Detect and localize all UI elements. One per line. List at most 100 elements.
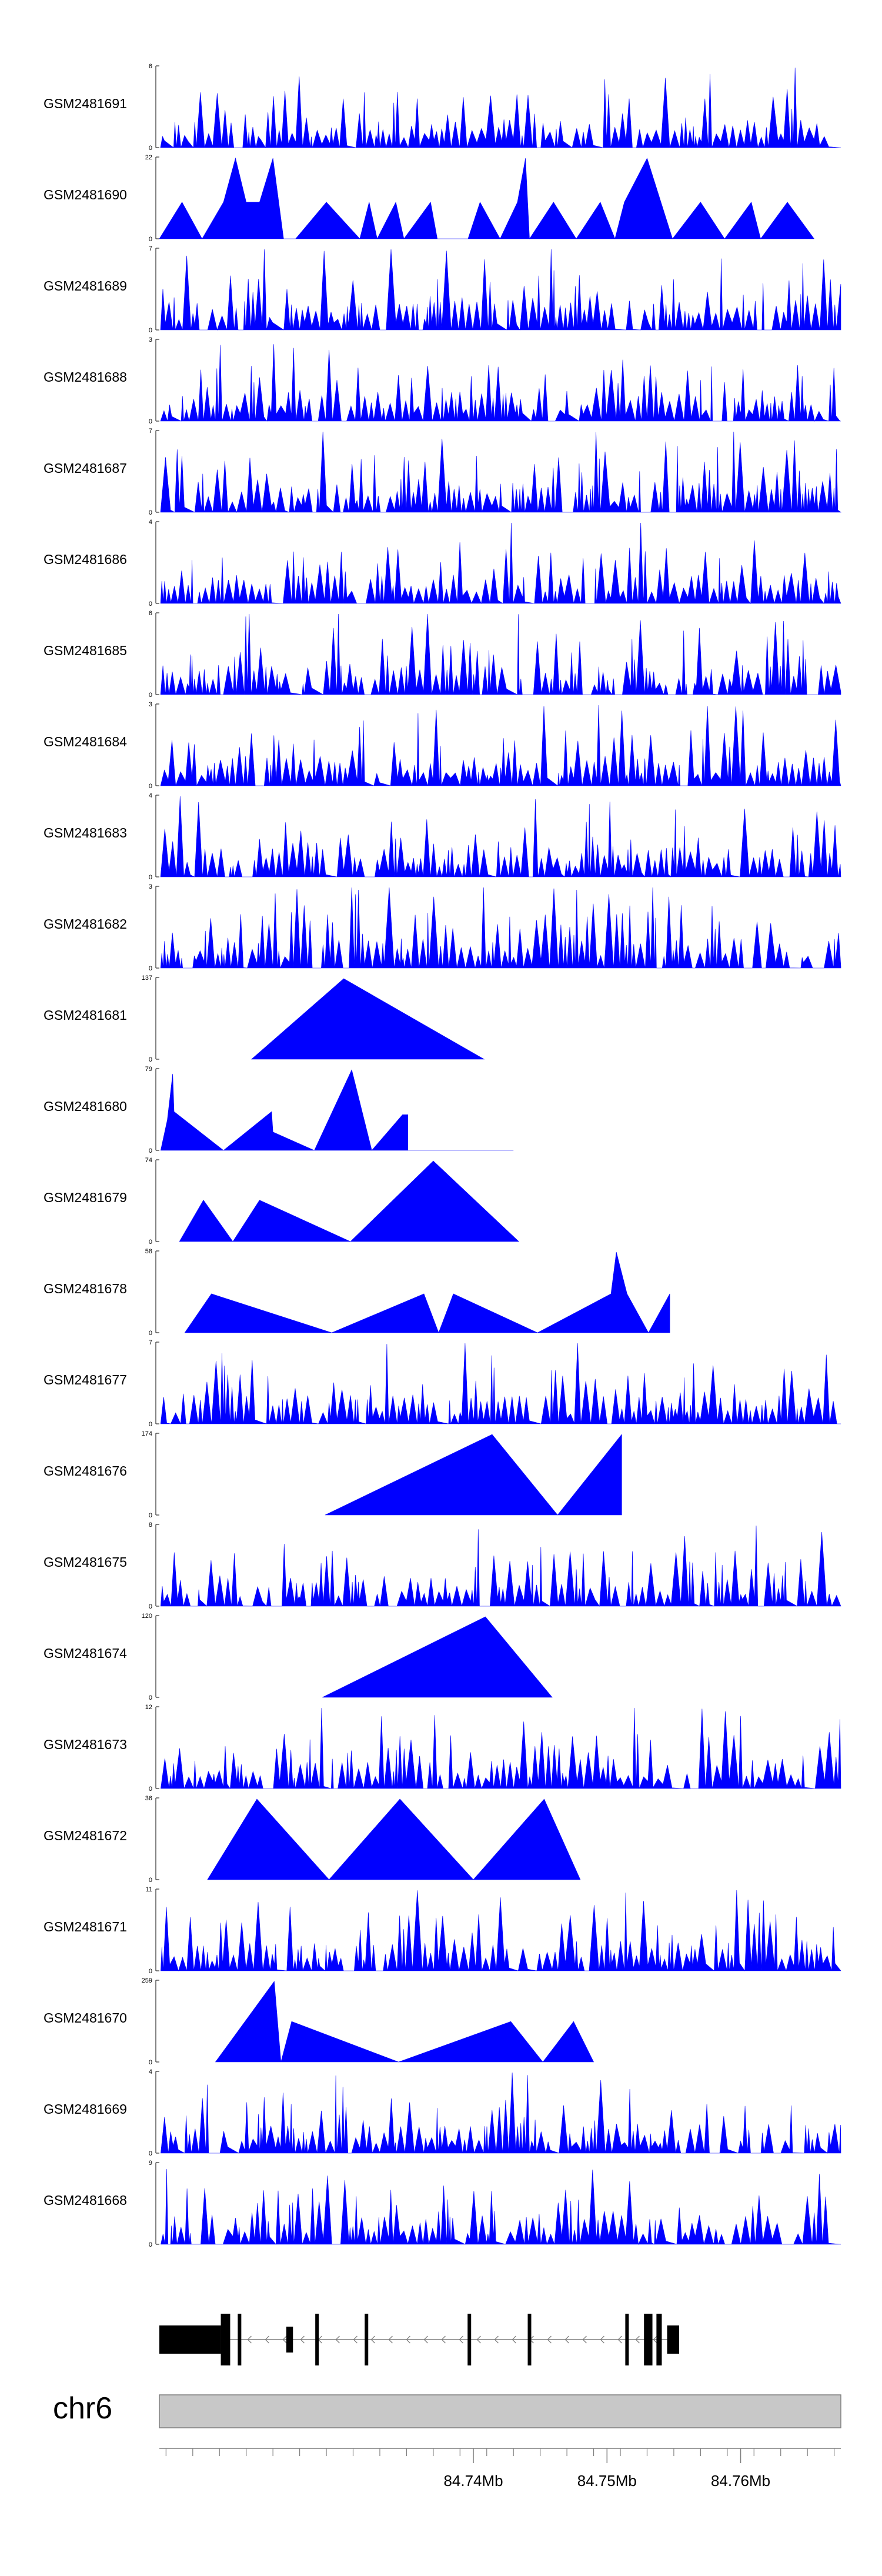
track-label: GSM2481674 [44,1646,127,1661]
coverage-area [160,344,841,422]
strand-arrow [300,2335,305,2344]
y-tick-label-max: 3 [149,701,152,708]
gene-exon [238,2314,242,2365]
y-tick-label-max: 36 [145,1795,152,1802]
track-label: GSM2481688 [44,369,127,385]
strand-arrow [282,2335,287,2344]
coverage-area [161,2169,841,2245]
y-tick-label-min: 0 [149,509,152,516]
y-tick-label-max: 79 [145,1066,152,1073]
coverage-area [251,978,485,1060]
coverage-area [160,431,841,513]
y-tick-label-max: 174 [142,1430,152,1437]
y-tick-label-min: 0 [149,1330,152,1337]
genome-tick-label: 84.74Mb [443,2472,503,2490]
y-tick-label-max: 11 [146,1886,152,1893]
strand-arrow [423,2335,428,2344]
gene-exon [365,2314,369,2365]
coverage-area [322,1616,553,1698]
y-tick-label-max: 74 [145,1157,152,1164]
coverage-area [161,1707,841,1790]
coverage-area [325,1434,622,1516]
y-tick-label-max: 12 [145,1704,152,1711]
strand-arrow [512,2335,516,2344]
gene-exon [467,2314,472,2365]
y-tick-label-max: 4 [149,2068,152,2076]
y-tick-label-min: 0 [149,236,152,243]
gene-utr-exon [159,2325,221,2354]
strand-arrow [441,2335,446,2344]
coverage-area [160,796,841,877]
y-tick-label-min: 0 [149,2241,152,2248]
y-tick-label-min: 0 [149,1421,152,1428]
track-label: GSM2481684 [44,734,127,749]
strand-arrow [564,2335,569,2344]
coverage-area [215,1981,594,2063]
chromosome-label: chr6 [53,2391,112,2425]
y-tick-label-min: 0 [149,327,152,334]
y-tick-label-max: 8 [149,1521,152,1529]
y-tick-label-min: 0 [149,2150,152,2157]
track-label: GSM2481691 [44,96,127,111]
y-tick-label-max: 259 [142,1977,152,1984]
track-label: GSM2481670 [44,2010,127,2026]
y-tick-label-min: 0 [149,145,152,152]
coverage-area [159,157,815,239]
strand-arrow [353,2335,358,2344]
y-tick-label-min: 0 [149,2059,152,2066]
track-label: GSM2481682 [44,916,127,932]
y-tick-label-min: 0 [149,418,152,425]
strand-arrow [617,2335,622,2344]
track-label: GSM2481690 [44,187,127,202]
y-tick-label-max: 120 [142,1613,152,1620]
track-label: GSM2481676 [44,1463,127,1479]
genome-tick-label: 84.75Mb [577,2472,637,2490]
coverage-area [179,1160,520,1242]
strand-arrow [406,2335,410,2344]
y-tick-label-max: 137 [142,975,152,982]
y-tick-label-min: 0 [149,1239,152,1246]
coverage-area [161,1890,841,1972]
y-tick-label-max: 9 [149,2160,152,2167]
coverage-area [160,1069,514,1151]
gene-exon [644,2314,653,2365]
track-label: GSM2481668 [44,2193,127,2208]
track-label: GSM2481677 [44,1372,127,1387]
y-tick-label-max: 4 [149,519,152,526]
strand-arrow [247,2335,252,2344]
y-tick-label-min: 0 [149,600,152,608]
y-tick-label-max: 3 [149,336,152,343]
y-tick-label-min: 0 [149,692,152,699]
strand-arrow [265,2335,269,2344]
coverage-area [160,67,841,149]
y-tick-label-min: 0 [149,1694,152,1701]
y-tick-label-max: 58 [145,1248,152,1255]
track-label: GSM2481685 [44,643,127,658]
track-label: GSM2481687 [44,461,127,476]
track-label: GSM2481679 [44,1190,127,1205]
coverage-area [161,2072,841,2154]
gene-utr-exon [667,2325,680,2354]
track-label: GSM2481675 [44,1554,127,1570]
genome-tick-label: 84.76Mb [711,2472,770,2490]
strand-arrow [494,2335,499,2344]
strand-arrow [547,2335,552,2344]
strand-arrow [388,2335,393,2344]
coverage-area [160,1343,841,1425]
coverage-area [160,613,841,696]
y-tick-label-max: 7 [149,245,152,252]
coverage-area [160,522,841,605]
y-tick-label-max: 6 [149,63,152,70]
y-tick-label-min: 0 [149,1603,152,1610]
strand-arrow [635,2335,640,2344]
y-tick-label-min: 0 [149,1786,152,1793]
gene-exon [286,2327,293,2353]
y-tick-label-min: 0 [149,965,152,972]
y-tick-label-min: 0 [149,1877,152,1884]
coverage-area [184,1252,670,1333]
strand-arrow [335,2335,340,2344]
y-tick-label-min: 0 [149,1512,152,1519]
coverage-area [207,1798,581,1880]
gene-exon [220,2314,230,2365]
coverage-area [160,705,841,786]
